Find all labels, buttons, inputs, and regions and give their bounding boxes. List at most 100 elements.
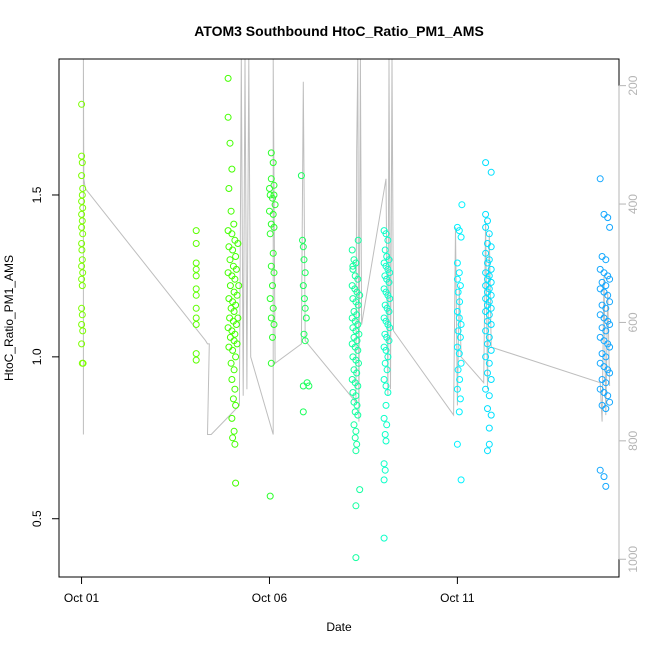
series-9: [482, 159, 495, 455]
data-point: [487, 265, 495, 273]
data-point: [79, 185, 87, 192]
data-point: [380, 414, 388, 422]
data-point: [482, 210, 490, 218]
x-tick-label: Oct 06: [252, 591, 288, 605]
data-point: [606, 321, 614, 328]
data-point: [381, 466, 389, 474]
data-point: [453, 259, 461, 267]
data-point: [382, 437, 390, 445]
data-point: [606, 398, 614, 406]
data-point: [192, 272, 200, 280]
data-point: [482, 327, 490, 335]
data-point: [269, 249, 277, 257]
data-point: [79, 204, 87, 212]
data-point: [192, 240, 200, 247]
data-point: [78, 262, 86, 270]
data-point: [457, 233, 465, 241]
data-point: [356, 486, 364, 494]
data-point: [300, 256, 308, 264]
data-point: [484, 217, 491, 225]
data-point: [487, 278, 495, 286]
series-4: [266, 149, 279, 500]
data-point: [381, 272, 389, 280]
data-point: [606, 298, 614, 306]
data-point: [485, 424, 493, 432]
data-point: [78, 100, 86, 108]
data-point: [352, 502, 360, 510]
data-point: [351, 434, 359, 442]
data-point: [382, 346, 390, 354]
data-point: [79, 230, 87, 238]
data-point: [482, 282, 490, 290]
y-axis: 0.5 1.0 1.5: [30, 186, 59, 527]
data-point: [600, 473, 608, 481]
data-point: [382, 382, 390, 390]
data-point: [192, 314, 200, 322]
data-point: [224, 74, 232, 82]
data-point: [353, 369, 361, 377]
data-point: [224, 113, 232, 121]
series-1: [78, 100, 87, 367]
series-5: [297, 172, 313, 416]
data-point: [457, 359, 465, 367]
data-point: [487, 376, 495, 383]
data-point: [78, 240, 86, 247]
data-point: [229, 346, 237, 354]
data-point: [192, 321, 200, 328]
data-point: [353, 440, 361, 448]
data-point: [300, 295, 308, 303]
plot-frame: [58, 58, 620, 578]
data-point: [229, 395, 237, 403]
data-point: [385, 256, 393, 264]
data-point: [453, 385, 461, 393]
data-point: [232, 401, 240, 409]
data-point: [598, 350, 606, 358]
data-point: [606, 369, 614, 377]
data-point: [485, 392, 493, 400]
data-point: [269, 333, 276, 341]
data-point: [386, 324, 394, 332]
y-tick-label: 1.5: [30, 186, 44, 203]
data-point: [192, 265, 200, 273]
data-point: [224, 324, 232, 332]
data-point: [458, 201, 466, 209]
data-point: [484, 369, 491, 377]
data-point: [384, 353, 392, 361]
data-point: [269, 304, 277, 312]
secondary-y-axis: 200 400 600 800 1000: [618, 75, 640, 573]
data-point: [596, 285, 604, 293]
data-point: [384, 389, 392, 396]
data-point: [192, 259, 200, 267]
data-point: [598, 376, 606, 383]
secondary-y-tick-label: 1000: [626, 546, 640, 573]
altitude-line-layer: [82, 58, 611, 435]
series-8: [453, 201, 466, 484]
data-point: [602, 353, 610, 361]
data-point: [78, 217, 86, 225]
data-point: [485, 440, 493, 448]
data-point: [484, 340, 491, 348]
data-point: [230, 427, 238, 435]
data-point: [78, 340, 86, 348]
data-point: [266, 185, 273, 192]
data-point: [381, 246, 389, 254]
data-point: [226, 139, 234, 147]
data-point: [385, 337, 393, 345]
data-point: [600, 337, 608, 345]
data-point: [192, 356, 200, 364]
y-tick-label: 1.0: [30, 348, 44, 365]
data-point: [602, 282, 610, 290]
data-point: [454, 327, 462, 335]
data-point: [348, 246, 356, 254]
data-point: [270, 181, 278, 189]
data-point: [602, 304, 610, 312]
data-point: [455, 269, 463, 277]
series-3: [224, 74, 243, 487]
data-point: [380, 534, 388, 542]
data-point: [380, 460, 388, 468]
data-point: [487, 291, 495, 299]
data-point: [269, 194, 276, 202]
data-point: [482, 269, 490, 277]
data-point: [485, 359, 493, 367]
data-point: [78, 172, 86, 180]
